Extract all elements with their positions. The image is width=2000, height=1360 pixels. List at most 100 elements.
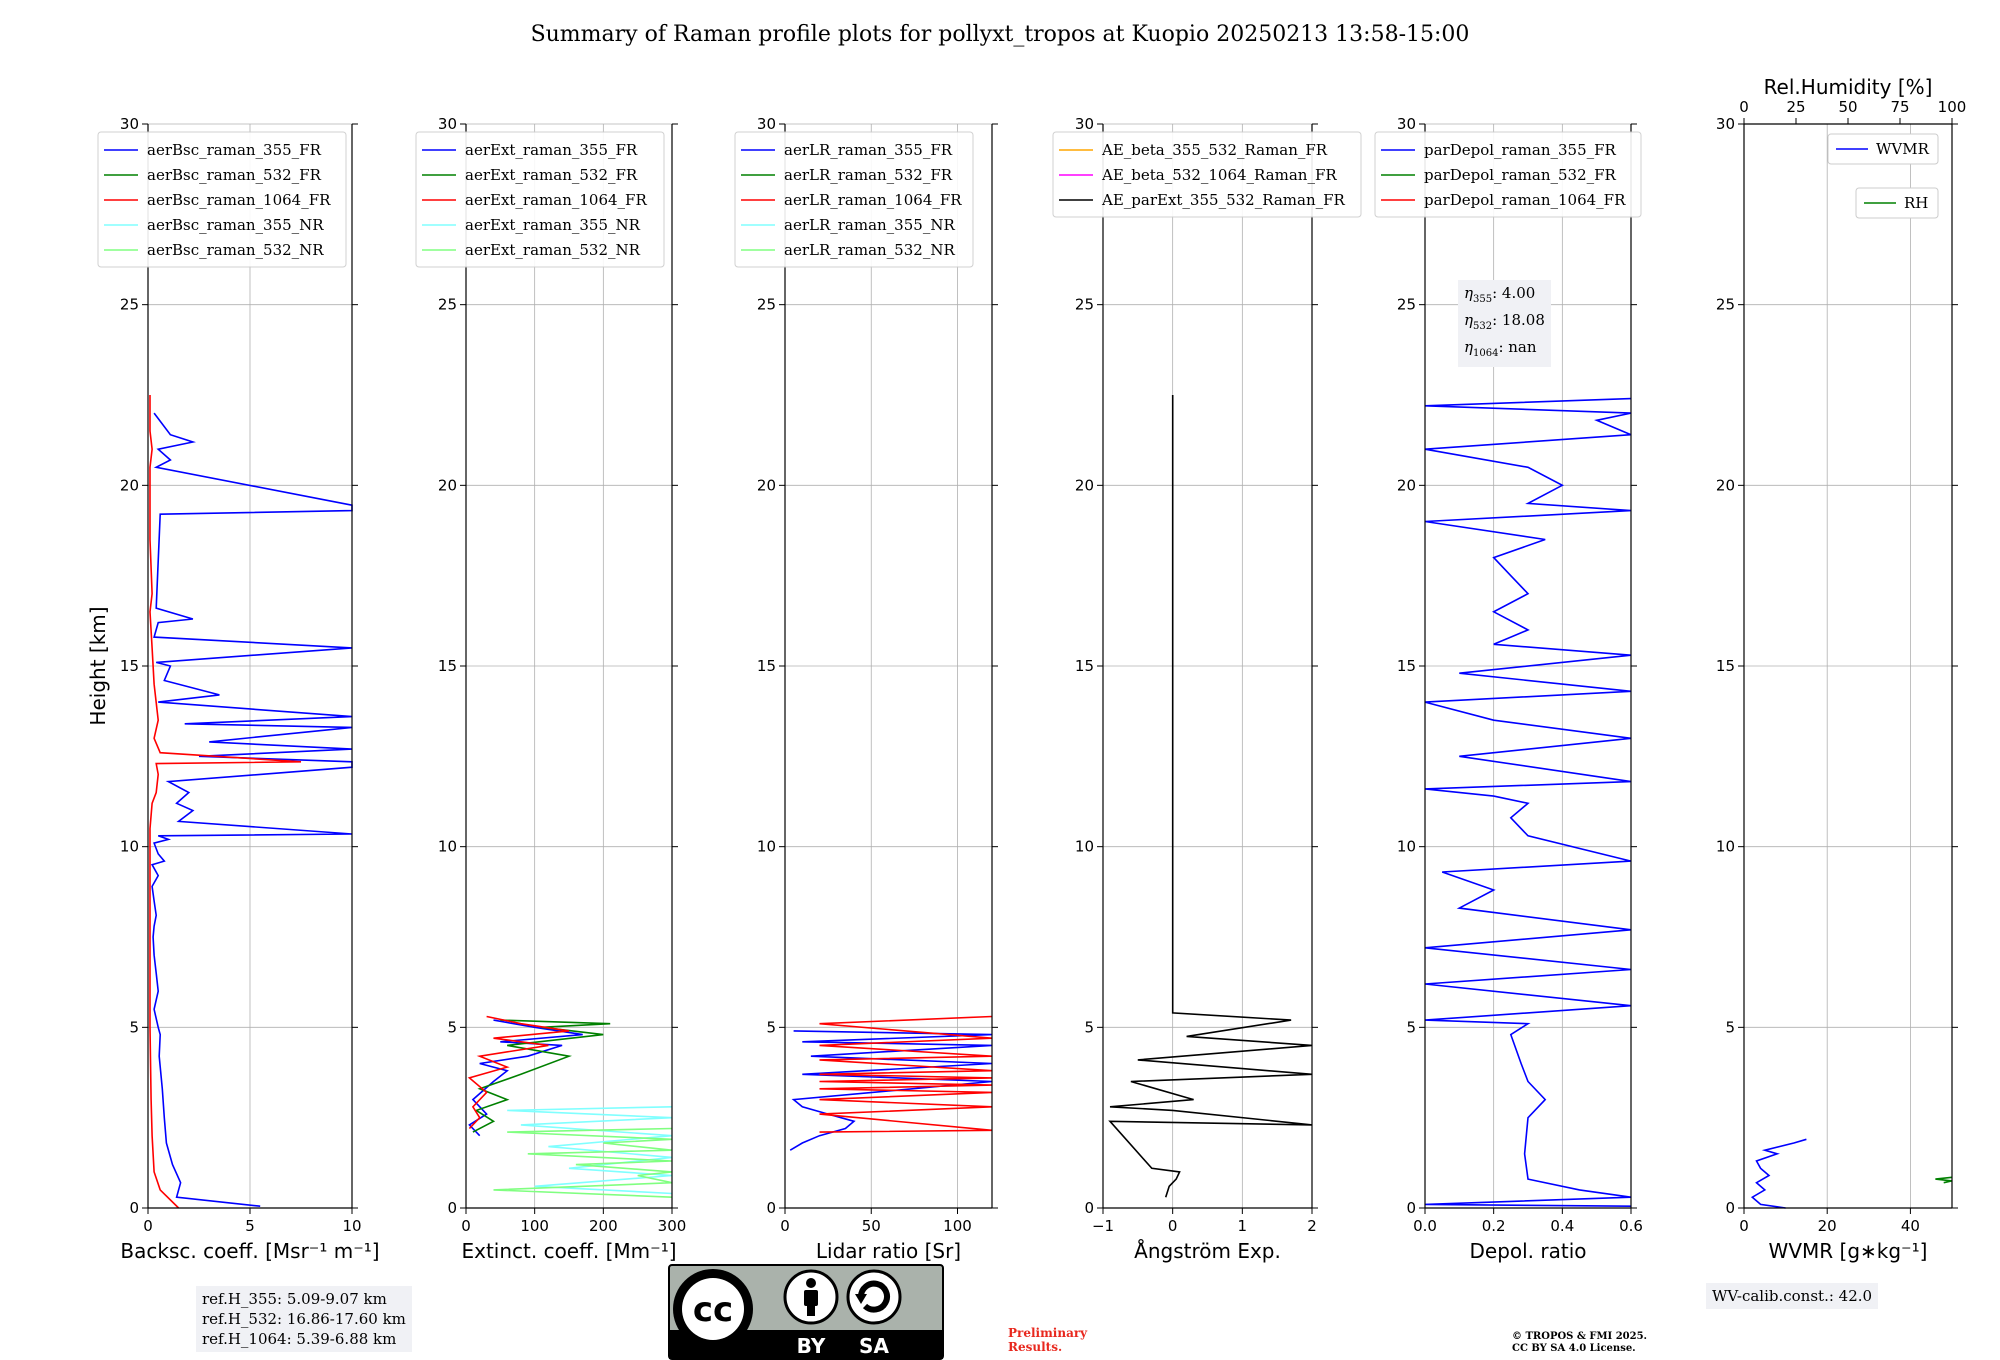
legend-entry: aerLR_raman_355_NR	[784, 216, 955, 234]
panel-1: 0 5 10 15 20 25 30 0 5 10 Backsc. coeff. [Msr⁻¹ m⁻…	[97, 115, 380, 1263]
x-tick-label: 0	[1168, 1217, 1178, 1235]
y-tick-label: 25	[757, 296, 776, 314]
y-tick-label: 30	[120, 115, 139, 133]
y-tick-label: 25	[1716, 296, 1735, 314]
y-tick-label: 10	[757, 838, 776, 856]
ref-height-1064: ref.H_1064: 5.39-6.88 km	[202, 1330, 397, 1348]
y-tick-label: 10	[438, 838, 457, 856]
y-axis-label: Height [km]	[86, 606, 110, 725]
y-tick-label: 15	[757, 657, 776, 675]
legend-box	[1052, 131, 1362, 218]
svg-text:BY: BY	[797, 1334, 826, 1358]
x-tick-label: 100	[520, 1217, 549, 1235]
share-alike-icon	[846, 1269, 902, 1325]
x-tick-label: 100	[943, 1217, 972, 1235]
y-tick-label: 15	[1075, 657, 1094, 675]
legend-box	[734, 131, 974, 268]
y-tick-label: 30	[1075, 115, 1094, 133]
y-tick-label: 0	[1725, 1199, 1735, 1217]
legend-entry: aerLR_raman_532_NR	[784, 241, 955, 259]
legend-box	[1855, 187, 1939, 219]
svg-text:cc: cc	[693, 1290, 733, 1330]
series-line-aerExt_raman_1064_FR	[467, 1015, 570, 1130]
top-x-tick-label: 0	[1739, 98, 1749, 116]
x-axis-label: Ångström Exp.	[1134, 1239, 1281, 1263]
x-axis-label: Lidar ratio [Sr]	[816, 1239, 961, 1263]
y-tick-label: 5	[766, 1018, 776, 1036]
y-tick-label: 5	[1725, 1018, 1735, 1036]
x-tick-label: 0.4	[1550, 1217, 1574, 1235]
panel-3: 0 5 10 15 20 25 30 0 50 100 Lidar ratio [Sr] aerLR_…	[734, 115, 998, 1263]
legend-entry: aerBsc_raman_355_FR	[147, 141, 322, 159]
y-tick-label: 0	[1406, 1199, 1416, 1217]
figure-title: Summary of Raman profile plots for polly…	[530, 22, 1470, 47]
eta-355: η355: 4.00	[1464, 284, 1536, 305]
ref-height-532: ref.H_532: 16.86-17.60 km	[202, 1310, 406, 1328]
y-tick-label: 15	[1716, 657, 1735, 675]
y-tick-label: 10	[1397, 838, 1416, 856]
legend-entry: RH	[1904, 194, 1928, 212]
series-line-AE_parExt_355_532_Raman_FR	[1108, 395, 1313, 1198]
top-x-axis-label: Rel.Humidity [%]	[1764, 75, 1933, 99]
legend-entry: parDepol_raman_355_FR	[1424, 141, 1617, 159]
cc-by-sa-logo: cc BY SA	[668, 1264, 944, 1360]
x-tick-label: 0.0	[1413, 1217, 1437, 1235]
legend-entry: aerExt_raman_532_FR	[465, 166, 638, 184]
series-line-aerExt_raman_355_FR	[468, 1019, 583, 1137]
x-tick-label: −1	[1092, 1217, 1114, 1235]
x-tick-label: 0	[1739, 1217, 1749, 1235]
y-tick-label: 0	[766, 1199, 776, 1217]
x-tick-label: 5	[245, 1217, 255, 1235]
x-tick-label: 1	[1238, 1217, 1248, 1235]
legend-entry: aerBsc_raman_355_NR	[147, 216, 324, 234]
y-tick-label: 20	[1716, 476, 1735, 494]
x-tick-label: 300	[658, 1217, 687, 1235]
eta-1064: η1064: nan	[1464, 338, 1537, 359]
top-x-tick-label: 50	[1838, 98, 1857, 116]
y-tick-label: 0	[1084, 1199, 1094, 1217]
y-tick-label: 25	[1397, 296, 1416, 314]
y-tick-label: 30	[1397, 115, 1416, 133]
x-tick-label: 2	[1307, 1217, 1317, 1235]
series-line-aerExt_raman_355_NR	[507, 1106, 673, 1195]
legend-entry: aerExt_raman_355_FR	[465, 141, 638, 159]
legend-entry: aerLR_raman_532_FR	[784, 166, 953, 184]
series-line-aerBsc_raman_1064_FR	[149, 395, 302, 1209]
legend-box	[415, 131, 665, 268]
legend-entry: aerBsc_raman_532_FR	[147, 166, 322, 184]
x-tick-label: 50	[862, 1217, 881, 1235]
y-tick-label: 10	[120, 838, 139, 856]
legend-entry: AE_parExt_355_532_Raman_FR	[1101, 191, 1346, 209]
y-tick-label: 25	[438, 296, 457, 314]
legend-entry: WVMR	[1876, 140, 1930, 158]
y-tick-label: 20	[1397, 476, 1416, 494]
y-tick-label: 20	[757, 476, 776, 494]
y-tick-label: 20	[1075, 476, 1094, 494]
y-tick-label: 15	[120, 657, 139, 675]
y-tick-label: 15	[1397, 657, 1416, 675]
x-tick-label: 0.2	[1482, 1217, 1506, 1235]
y-tick-label: 0	[129, 1199, 139, 1217]
legend-entry: aerLR_raman_1064_FR	[784, 191, 962, 209]
y-tick-label: 10	[1075, 838, 1094, 856]
y-tick-label: 25	[1075, 296, 1094, 314]
y-tick-label: 5	[129, 1018, 139, 1036]
y-tick-label: 0	[447, 1199, 457, 1217]
legend-entry: AE_beta_532_1064_Raman_FR	[1101, 166, 1337, 184]
x-tick-label: 0	[461, 1217, 471, 1235]
legend-box	[97, 131, 347, 268]
series-line-parDepol_raman_355_FR	[1424, 397, 1632, 1207]
copyright-note: © TROPOS & FMI 2025. CC BY SA 4.0 Licens…	[1512, 1331, 1648, 1354]
eta-532: η532: 18.08	[1464, 311, 1545, 332]
legend-entry: aerExt_raman_1064_FR	[465, 191, 647, 209]
legend-entry: aerBsc_raman_532_NR	[147, 241, 324, 259]
legend-entry: aerExt_raman_355_NR	[465, 216, 641, 234]
eta-box: η355: 4.00 η532: 18.08 η1064: nan	[1458, 280, 1551, 367]
x-axis-label: WVMR [g∗kg⁻¹]	[1769, 1239, 1928, 1263]
y-tick-label: 10	[1716, 838, 1735, 856]
ref-height-box: ref.H_355: 5.09-9.07 km ref.H_532: 16.86…	[196, 1286, 412, 1352]
series-line-aerExt_raman_532_NR	[493, 1127, 673, 1198]
x-axis-label: Extinct. coeff. [Mm⁻¹]	[461, 1239, 676, 1263]
y-tick-label: 25	[120, 296, 139, 314]
